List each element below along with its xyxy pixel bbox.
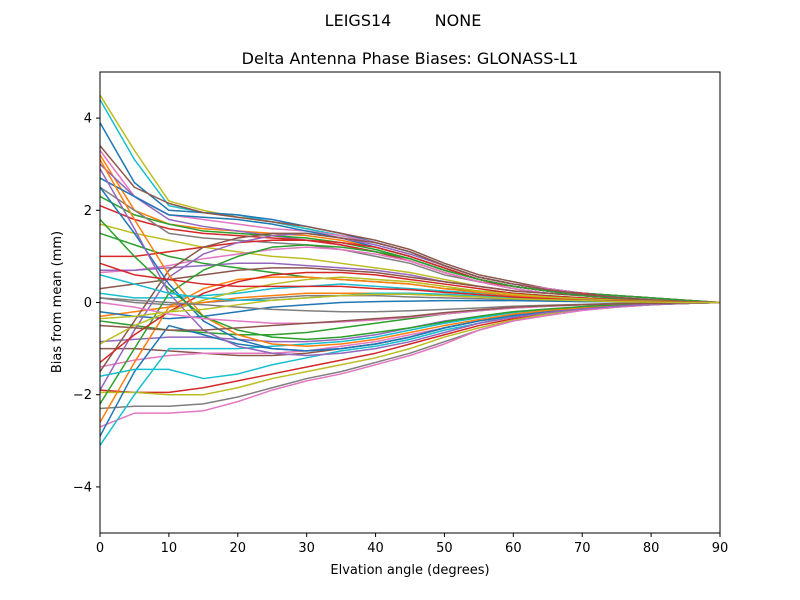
y-tick-label: 4 bbox=[84, 112, 92, 127]
series-line-48 bbox=[99, 293, 720, 320]
x-axis-ticks: 0 10 20 30 40 50 60 70 80 90 bbox=[96, 533, 728, 556]
y-tick-label: 0 bbox=[84, 296, 92, 311]
plot-frame bbox=[99, 71, 721, 534]
x-tick-label: 20 bbox=[230, 541, 247, 556]
chart-title: Delta Antenna Phase Biases: GLONASS-L1 bbox=[242, 49, 579, 68]
x-tick-label: 60 bbox=[505, 541, 522, 556]
x-tick-label: 50 bbox=[436, 541, 453, 556]
suptitle-left: LEIGS14 bbox=[325, 11, 392, 30]
series-line-35 bbox=[99, 232, 721, 373]
y-tick-label: −4 bbox=[73, 480, 92, 495]
y-axis-ticks: −4 −2 0 2 4 bbox=[73, 112, 100, 495]
series-line-37 bbox=[99, 276, 721, 345]
y-axis-label: Bias from mean (mm) bbox=[50, 231, 65, 373]
series-group bbox=[99, 94, 721, 446]
x-tick-label: 70 bbox=[574, 541, 591, 556]
y-tick-label: 2 bbox=[84, 204, 92, 219]
x-tick-label: 80 bbox=[643, 541, 660, 556]
suptitle-right: NONE bbox=[435, 11, 482, 30]
x-tick-label: 0 bbox=[96, 541, 104, 556]
x-tick-label: 10 bbox=[161, 541, 178, 556]
x-tick-label: 90 bbox=[712, 541, 729, 556]
y-tick-label: −2 bbox=[73, 388, 92, 403]
x-tick-label: 40 bbox=[367, 541, 384, 556]
series-line-29 bbox=[99, 301, 721, 428]
series-line-45 bbox=[99, 301, 721, 331]
x-axis-label: Elvation angle (degrees) bbox=[330, 563, 489, 578]
x-tick-label: 30 bbox=[298, 541, 315, 556]
series-line-41 bbox=[99, 219, 721, 341]
